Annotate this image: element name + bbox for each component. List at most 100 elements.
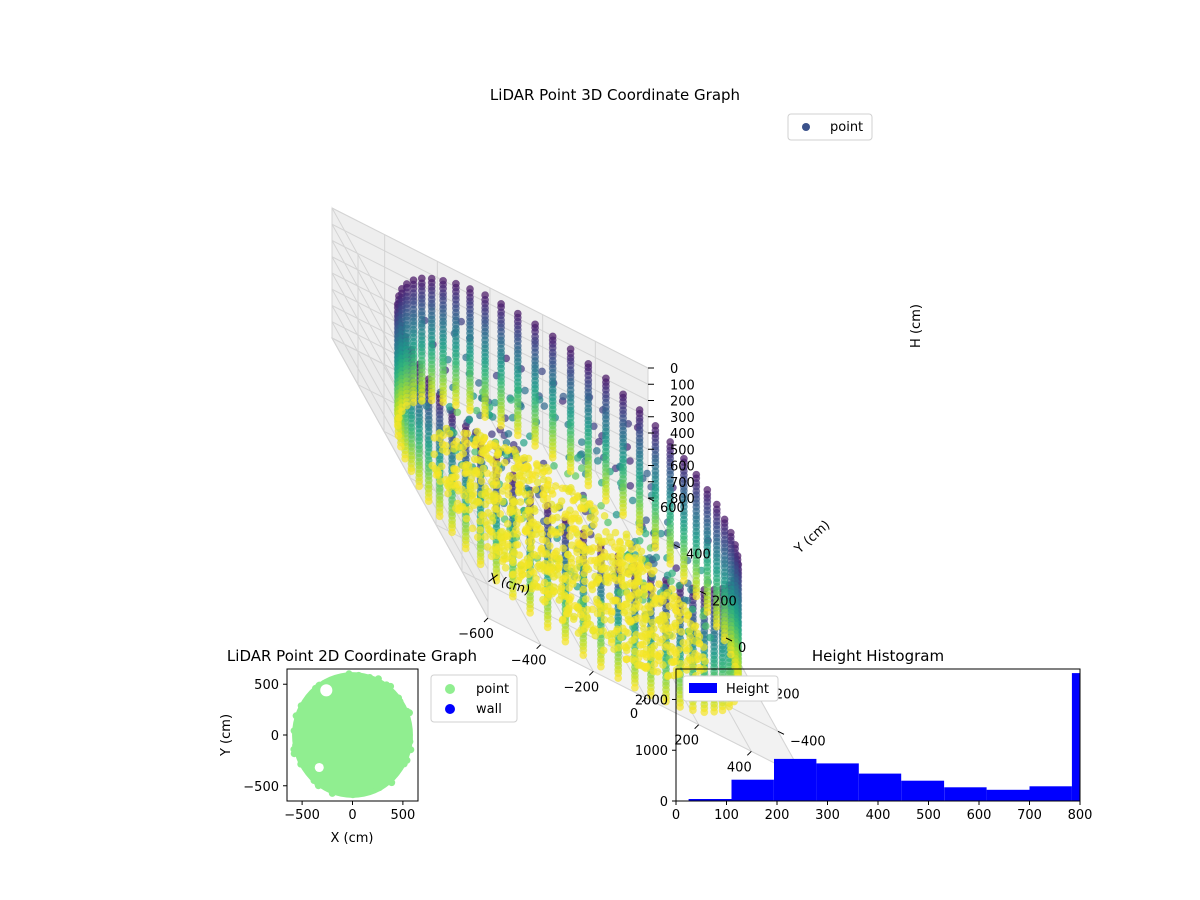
point-3d — [473, 533, 482, 542]
tick-label-hist-x: 600 — [967, 808, 992, 823]
point-3d — [561, 637, 570, 646]
point-2d — [402, 745, 410, 753]
point-3d — [720, 636, 729, 645]
point-3d — [642, 516, 650, 525]
tick-label-2d-y: 500 — [254, 678, 279, 693]
point-3d — [692, 592, 701, 601]
point-3d — [590, 504, 598, 513]
point-3d — [580, 577, 589, 586]
tick-label-hist-x: 100 — [714, 808, 739, 823]
histogram-legend-label: Height — [726, 682, 769, 697]
grid-line-z — [331, 288, 649, 450]
chart-2d-legend: point wall — [430, 674, 518, 723]
histogram-bars — [688, 673, 1080, 801]
point-3d — [438, 440, 447, 449]
point-3d — [455, 452, 464, 461]
point-3d — [626, 539, 634, 548]
point-2d — [387, 682, 395, 690]
point-3d — [591, 572, 599, 581]
point-3d — [465, 416, 474, 424]
lidar-3d-chart: LiDAR Point 3D Coordinate Graph −600 −400… — [330, 86, 924, 802]
tick-label-hist-y: 2000 — [635, 693, 668, 708]
point-3d — [435, 429, 444, 437]
histogram-bar — [986, 789, 1030, 801]
grid-line-z — [331, 223, 649, 385]
histogram-legend: Height — [682, 675, 779, 702]
tick-3d-x — [746, 750, 752, 756]
tick-3d-x — [588, 670, 594, 676]
point-3d — [510, 464, 519, 473]
tick-label-2d-x: −500 — [284, 808, 320, 823]
point-3d — [668, 569, 676, 578]
point-2d — [297, 702, 305, 710]
point-3d — [693, 629, 702, 638]
tick-label-3d-x: −400 — [511, 654, 547, 669]
point-3d — [623, 589, 632, 598]
point-3d — [528, 567, 536, 576]
point-3d — [700, 708, 709, 717]
point-3d — [558, 523, 566, 531]
point-3d — [530, 550, 539, 559]
point-3d — [535, 560, 544, 569]
point-3d — [579, 651, 588, 660]
point-3d — [600, 615, 609, 624]
point-3d — [543, 516, 552, 525]
point-3d — [631, 683, 639, 692]
point-3d — [559, 574, 568, 583]
chart-3d-legend: point — [787, 113, 873, 141]
point-3d — [726, 650, 735, 659]
point-3d — [579, 497, 588, 506]
point-3d — [430, 433, 439, 442]
chart-3d-ticks: −600−400−2000200400600−600−400−200020040… — [458, 362, 852, 802]
point-3d — [500, 458, 509, 467]
point-3d — [550, 461, 558, 470]
point-3d — [472, 406, 481, 415]
point-3d — [631, 647, 639, 656]
point-3d — [590, 625, 599, 633]
point-3d — [551, 482, 560, 490]
tick-3d-y — [673, 544, 681, 549]
point-3d — [701, 622, 710, 630]
point-3d — [503, 520, 512, 528]
point-2d — [345, 672, 352, 680]
point-3d — [597, 662, 605, 671]
point-3d — [675, 581, 684, 590]
point-3d — [453, 499, 462, 508]
point-3d — [511, 541, 520, 549]
point-2d — [304, 699, 312, 707]
point-2d-cloud — [292, 672, 413, 798]
point-3d — [487, 552, 496, 561]
point-3d — [664, 671, 672, 680]
chart-3d-legend-label: point — [830, 120, 863, 135]
point-3d — [471, 447, 480, 456]
point-3d — [577, 626, 585, 634]
point-3d — [617, 633, 625, 642]
point-3d — [472, 435, 481, 443]
point-3d — [521, 386, 529, 395]
point-3d — [504, 429, 513, 438]
tick-label-hist-y: 0 — [660, 795, 668, 810]
point-3d — [676, 703, 684, 711]
point-3d — [616, 538, 625, 547]
point-3d — [519, 584, 528, 593]
point-3d — [486, 440, 495, 448]
point-3d — [441, 475, 450, 484]
point-3d — [569, 496, 578, 505]
tick-label-hist-x: 200 — [765, 808, 790, 823]
tick-label-3d-y: 200 — [712, 594, 737, 609]
point-3d — [484, 508, 493, 517]
point-3d — [567, 541, 576, 550]
point-3d — [672, 564, 681, 572]
point-3d — [616, 588, 625, 597]
point-3d — [665, 602, 674, 611]
point-3d — [626, 579, 635, 587]
point-3d — [577, 438, 586, 446]
point-3d — [401, 454, 410, 463]
point-2d — [292, 712, 300, 720]
point-3d — [497, 421, 505, 430]
point-3d — [402, 401, 411, 410]
tick-3d-y — [777, 730, 785, 735]
point-3d — [661, 643, 670, 651]
tick-label-3d-z: 300 — [670, 411, 695, 426]
point-3d — [667, 658, 676, 666]
